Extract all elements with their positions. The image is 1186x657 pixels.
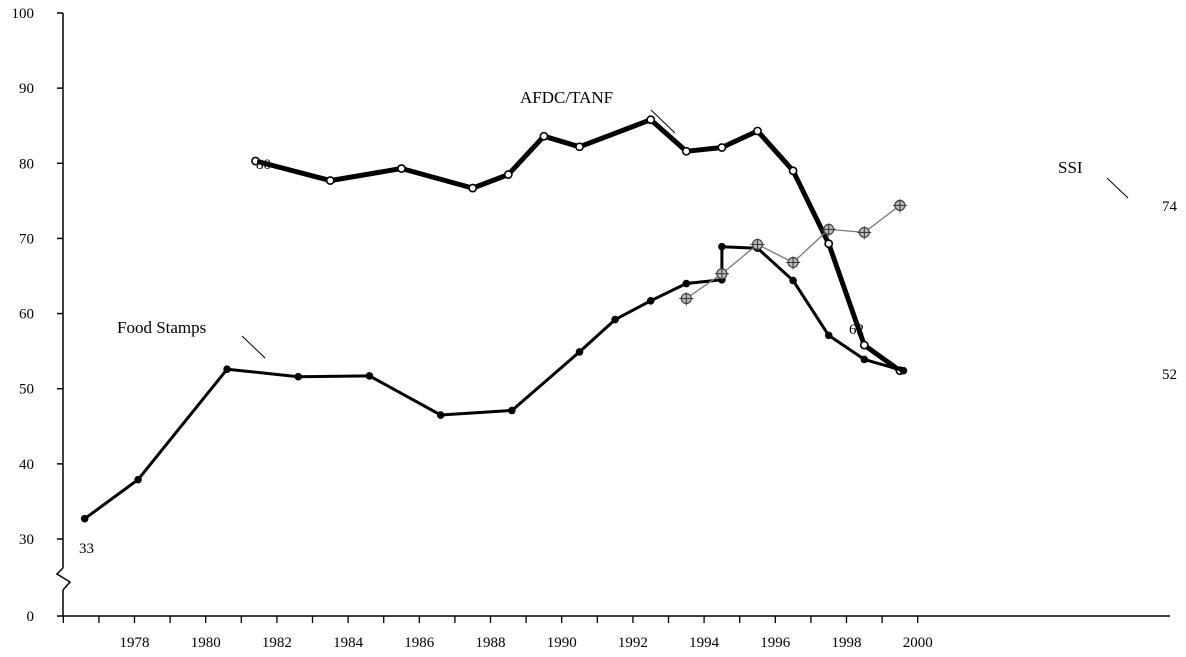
annotation-food-stamps-start: 33 [79,541,94,557]
data-point-ssi [892,199,907,213]
data-point-ssi [679,292,694,306]
data-point-food-stamps [718,242,726,251]
data-point-afdc-tanf [575,142,584,152]
series-ssi [679,199,907,306]
data-point-food-stamps [611,315,619,324]
y-tick-label: 60 [19,307,34,323]
data-point-afdc-tanf [539,131,549,141]
data-point-food-stamps [899,366,908,375]
x-tick-label: 1994 [689,635,720,651]
annotation-afdc-start: 80 [256,157,271,173]
data-point-ssi [821,223,836,237]
series-label-ssi: SSI [1058,158,1083,177]
y-tick-label: 40 [19,457,34,473]
x-tick-label: 1982 [262,635,292,651]
x-tick-label: 1984 [333,635,364,651]
y-axis-break-mark [55,567,72,591]
x-tick-label: 1986 [404,635,435,651]
x-tick-label: 1988 [476,635,506,651]
series-label-food-stamps: Food Stamps [117,318,206,337]
data-point-afdc-tanf [251,156,260,166]
data-point-ssi [857,226,872,240]
data-point-ssi [714,267,729,281]
data-point-food-stamps [824,331,833,340]
data-point-food-stamps [860,355,869,364]
series-layer [80,115,908,523]
x-tick-label: 1998 [832,635,862,651]
series-afdc-tanf [251,115,905,376]
series-label-ssi-leader [1106,177,1129,199]
x-tick-label: 1990 [547,635,577,651]
data-point-afdc-tanf [325,176,335,185]
annotation-ssi-end: 74 [1162,199,1178,215]
annotation-ssi-start: 62 [849,322,864,338]
series-line-ssi [685,204,901,300]
y-tick-label: 30 [19,532,34,548]
data-point-afdc-tanf [397,164,406,173]
data-point-food-stamps [682,279,691,288]
data-point-food-stamps [646,296,655,305]
data-point-afdc-tanf [646,115,656,125]
x-tick-label: 1980 [191,635,221,651]
y-tick-label: 0 [27,609,35,625]
y-ticks: 0 30 40 50 60 70 80 90 100 [12,6,63,625]
series-label-food-stamps-leader [241,335,266,359]
x-tick-label: 2000 [903,635,933,651]
data-point-afdc-tanf [468,183,478,193]
data-point-food-stamps [789,276,797,285]
x-tick-label: 1996 [760,635,791,651]
annotation-afdc-food-stamps-end: 52 [1162,367,1177,383]
x-tick-label: 1978 [120,635,150,651]
data-point-food-stamps [365,372,374,380]
data-point-food-stamps [575,348,584,356]
y-tick-label: 80 [19,156,34,172]
data-point-food-stamps [294,372,303,381]
y-tick-label: 100 [12,6,35,22]
x-tick-label: 1992 [618,635,648,651]
data-point-food-stamps [223,365,231,373]
data-point-ssi [786,256,801,270]
y-tick-label: 50 [19,382,34,398]
series-line-afdc-tanf [254,117,902,373]
data-point-afdc-tanf [788,166,798,176]
data-point-afdc-tanf [824,239,834,249]
data-point-food-stamps [436,411,445,419]
data-point-food-stamps [80,514,89,523]
series-line-food-stamps [83,245,904,520]
series-label-afdc-tanf: AFDC/TANF [520,88,613,107]
series-food-stamps [80,242,908,523]
y-tick-label: 70 [19,231,34,247]
data-point-ssi [750,238,765,252]
y-tick-label: 90 [19,81,34,97]
x-ticks: 1978 1980 1982 1984 1986 1988 1990 1992 1994 1996… [62,616,933,651]
series-label-afdc-tanf-leader [650,109,676,134]
data-point-afdc-tanf [717,143,727,152]
data-point-afdc-tanf [753,126,762,136]
data-point-afdc-tanf [859,340,869,350]
data-point-food-stamps [508,406,516,415]
data-point-food-stamps [134,475,142,484]
data-point-afdc-tanf [681,146,691,156]
data-point-afdc-tanf [503,170,513,179]
